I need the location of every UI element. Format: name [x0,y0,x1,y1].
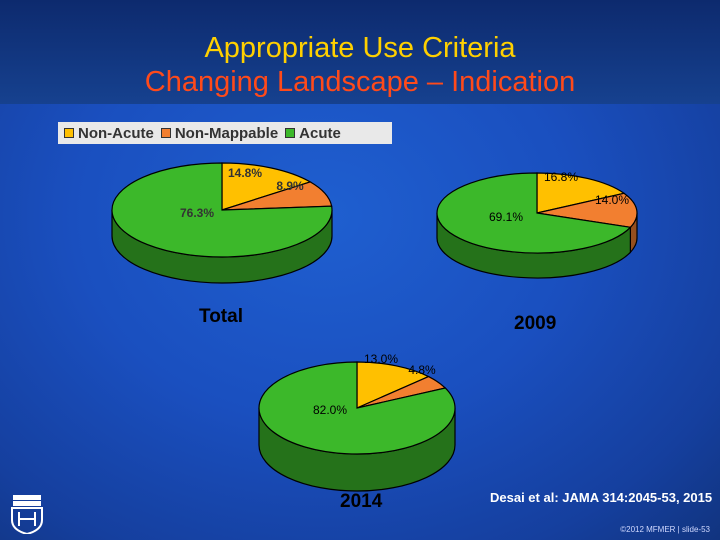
legend-swatch-non-mappable [160,128,171,138]
pie-2009-slice-non-mappable [536,192,638,228]
pie-2014-label-non-mappable: 4.8% [408,363,436,377]
pie-2014-slice-non-acute [356,361,430,409]
pie-2014-label-acute: 82.0% [313,403,347,417]
pie-total-label-non-mappable: 8.9% [276,179,304,193]
legend-label: Non-Acute [78,124,154,142]
pie-2014-slice-acute [258,361,456,455]
chart-name-total: Total [199,306,243,327]
legend-swatch-non-acute [64,128,74,138]
legend-item-non-mappable: Non-Mappable [160,124,279,142]
pie-2009-slice-acute [436,172,632,254]
page-title: Appropriate Use Criteria [204,32,516,64]
chart-name-2009: 2009 [514,313,557,334]
pie-2009-label-acute: 69.1% [489,210,523,224]
chart-name-2014: 2014 [340,491,383,512]
legend-item-acute: Acute [285,125,341,142]
page-subtitle: Changing Landscape – Indication [144,66,576,98]
pie-total-label-acute: 76.3% [180,206,214,220]
pie-2014-label-non-acute: 13.0% [364,352,398,366]
pie-total-slice-non-acute [221,162,312,211]
pie-2009-slice-non-acute [536,172,626,214]
footer-copyright: ©2012 MFMER | slide-53 [620,525,710,534]
mayo-clinic-shield-icon [11,495,43,534]
legend-swatch-acute [285,128,296,138]
legend-label: Acute [299,124,341,142]
pie-total-label-non-acute: 14.8% [228,166,262,180]
legend-item-non-acute: Non-Acute [64,125,154,142]
pie-2009-label-non-mappable: 14.0% [595,193,629,207]
title-band [0,0,720,104]
chart-legend: Non-Acute Non-Mappable Acute [58,122,392,144]
legend-label: Non-Mappable [174,124,279,142]
pie-total-slice-acute [111,162,333,258]
citation: Desai et al: JAMA 314:2045-53, 2015 [490,490,713,505]
pie-2009-label-non-acute: 16.8% [544,170,578,184]
